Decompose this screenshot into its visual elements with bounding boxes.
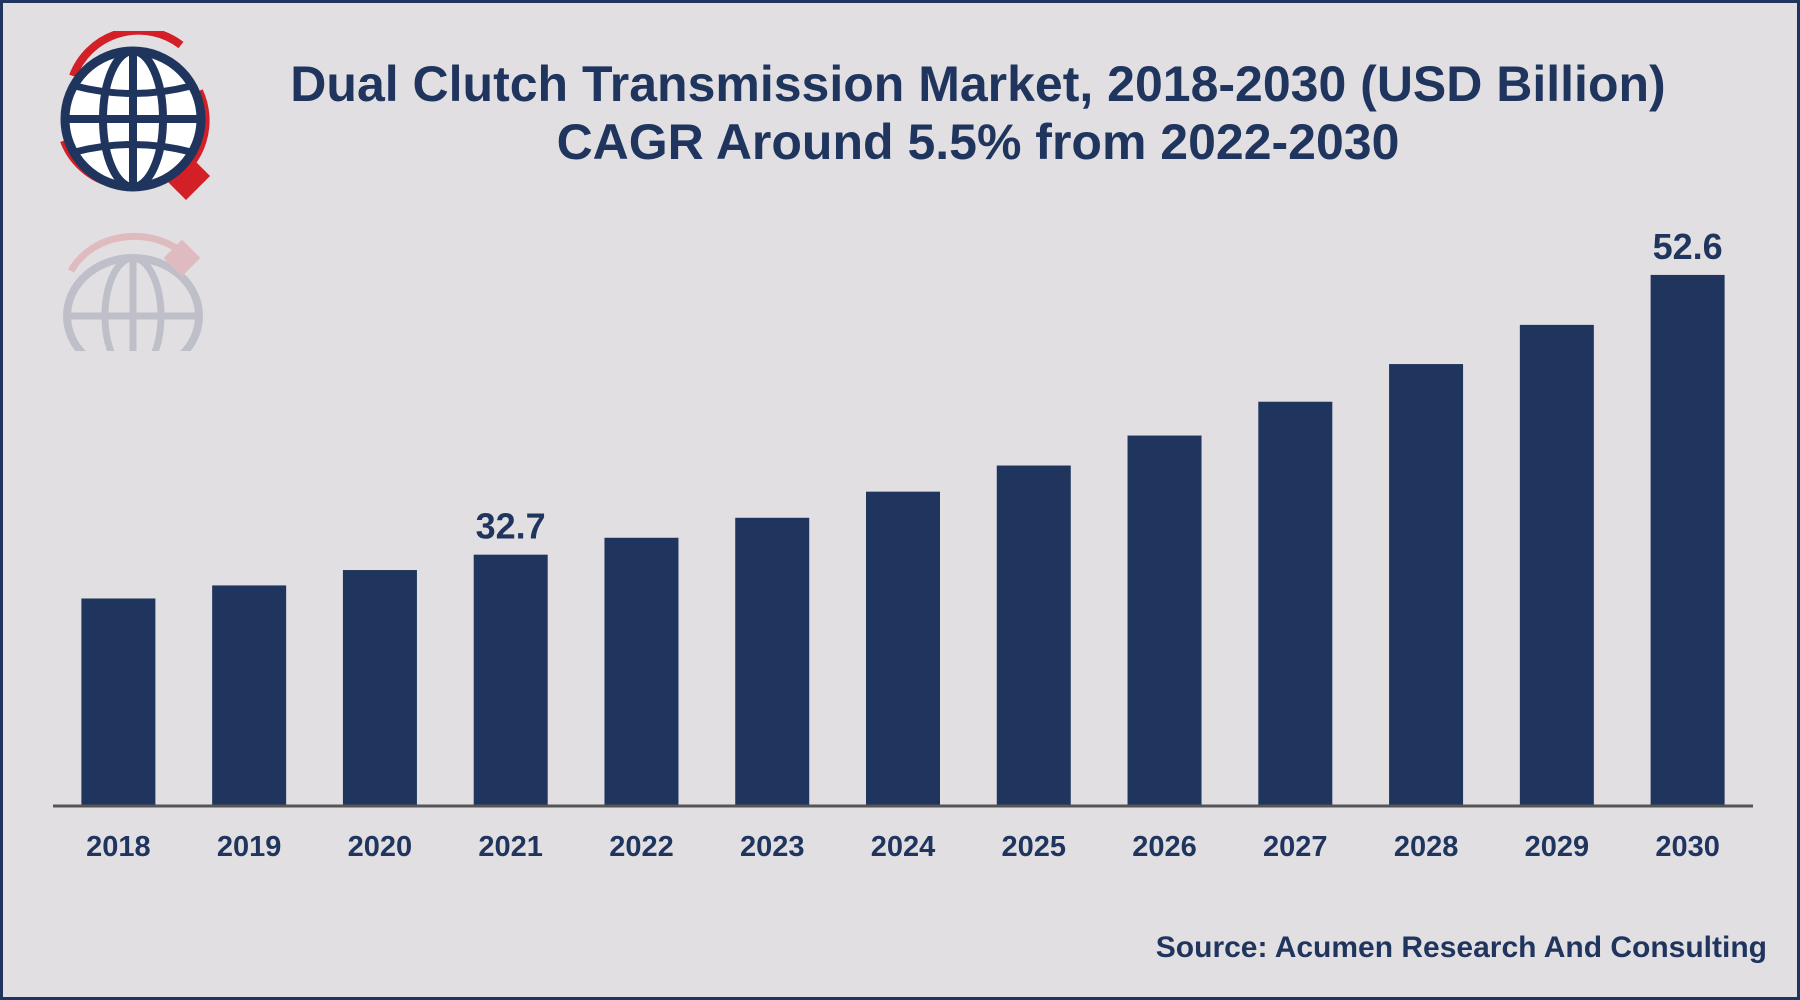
- x-tick-label: 2028: [1394, 831, 1459, 863]
- x-tick-label: 2018: [86, 831, 151, 863]
- x-tick-label: 2019: [217, 831, 282, 863]
- bar-2029: [1519, 324, 1594, 806]
- chart-title-block: Dual Clutch Transmission Market, 2018-20…: [253, 55, 1703, 171]
- bar-2018: [81, 598, 156, 806]
- x-tick-label: 2025: [1002, 831, 1067, 863]
- bar-2020: [342, 570, 417, 806]
- bar-2023: [735, 517, 810, 806]
- bar-2019: [212, 585, 287, 806]
- source-note: Source: Acumen Research And Consulting: [1155, 931, 1767, 964]
- bar-2024: [866, 491, 940, 806]
- data-label-2030: 52.6: [1653, 226, 1723, 267]
- x-tick-label: 2030: [1655, 831, 1720, 863]
- globe-logo-icon: [60, 31, 211, 351]
- x-tick-label: 2020: [348, 831, 413, 863]
- bar-2028: [1389, 364, 1464, 806]
- x-tick-label: 2021: [478, 831, 543, 863]
- x-tick-label: 2023: [740, 831, 805, 863]
- bar-2022: [604, 537, 679, 806]
- bar-2030: [1650, 274, 1725, 807]
- bar-2021: [473, 554, 548, 806]
- x-tick-label: 2024: [871, 831, 936, 863]
- x-tick-label: 2022: [609, 831, 674, 863]
- x-tick-label: 2029: [1525, 831, 1590, 863]
- bar-2027: [1258, 401, 1333, 806]
- bar-2025: [996, 465, 1071, 806]
- bar-chart: 2018 2019 2020 2021 2022 2023 2024 2025 2026 2027…: [53, 226, 1753, 863]
- x-tick-label: 2026: [1132, 831, 1197, 863]
- chart-title: Dual Clutch Transmission Market, 2018-20…: [290, 56, 1666, 112]
- bar-2026: [1127, 435, 1202, 806]
- x-tick-label: 2027: [1263, 831, 1328, 863]
- chart-subtitle: CAGR Around 5.5% from 2022-2030: [556, 114, 1400, 170]
- data-label-2021: 32.7: [476, 506, 546, 547]
